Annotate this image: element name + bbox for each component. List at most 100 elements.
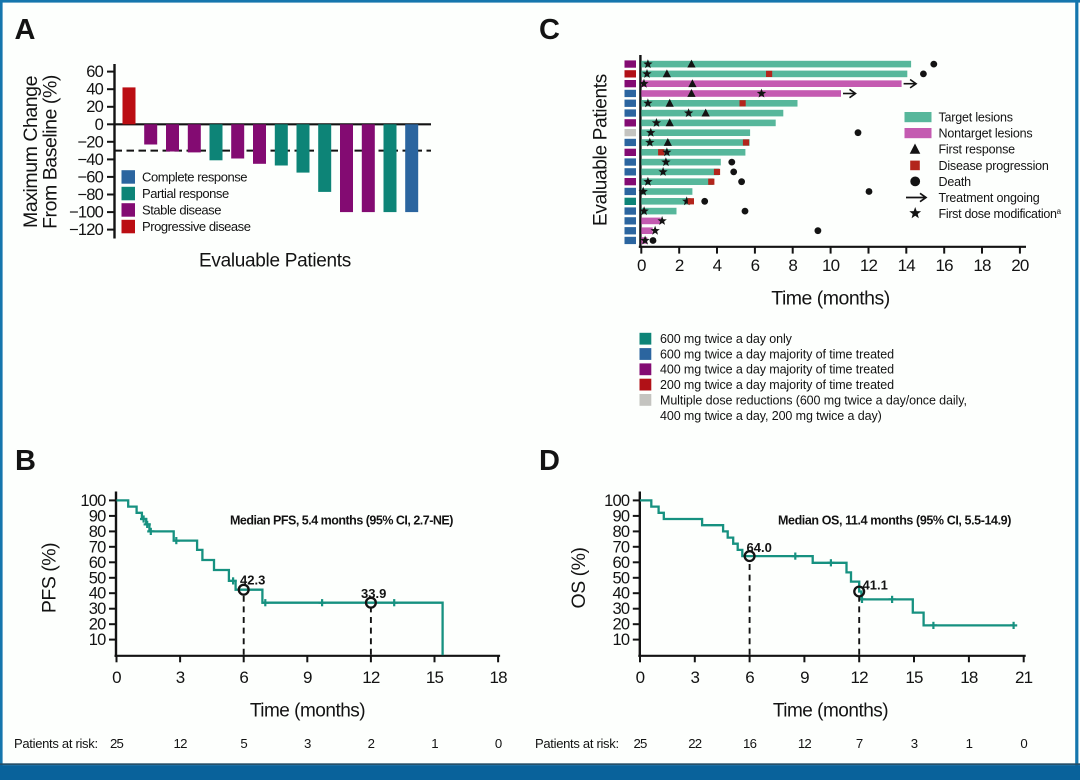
svg-text:Complete response: Complete response: [142, 170, 247, 185]
svg-text:16: 16: [936, 256, 954, 275]
svg-text:50: 50: [89, 569, 106, 587]
svg-text:100: 100: [80, 492, 106, 510]
svg-text:12: 12: [362, 668, 380, 687]
svg-text:−80: −80: [77, 186, 103, 204]
svg-text:60: 60: [86, 63, 103, 81]
svg-text:0: 0: [637, 256, 646, 275]
svg-text:33.9: 33.9: [361, 586, 386, 601]
svg-text:100: 100: [604, 492, 630, 510]
svg-text:9: 9: [800, 668, 809, 687]
svg-text:30: 30: [89, 600, 106, 618]
svg-text:0: 0: [1020, 736, 1027, 751]
svg-text:18: 18: [960, 668, 978, 687]
svg-text:6: 6: [745, 668, 754, 687]
svg-text:10: 10: [89, 631, 106, 649]
svg-text:3: 3: [176, 668, 185, 687]
svg-text:30: 30: [613, 600, 630, 618]
svg-text:20: 20: [86, 98, 103, 116]
svg-text:60: 60: [89, 554, 106, 572]
svg-text:80: 80: [89, 523, 106, 541]
svg-text:0: 0: [95, 116, 104, 134]
svg-text:25: 25: [633, 736, 647, 751]
svg-text:2: 2: [368, 736, 375, 751]
svg-text:Target lesions: Target lesions: [939, 111, 1013, 125]
svg-text:−20: −20: [77, 133, 103, 151]
svg-text:12: 12: [851, 668, 869, 687]
svg-text:400 mg twice a day majority of: 400 mg twice a day majority of time trea…: [660, 363, 894, 377]
svg-text:Disease progression: Disease progression: [939, 159, 1049, 173]
svg-text:Death: Death: [939, 175, 972, 189]
svg-text:0: 0: [636, 668, 645, 687]
svg-text:21: 21: [1015, 668, 1033, 687]
svg-text:Treatment ongoing: Treatment ongoing: [939, 191, 1040, 205]
svg-text:−60: −60: [77, 168, 103, 186]
svg-text:−120: −120: [69, 221, 104, 239]
svg-text:600 mg twice a day majority of: 600 mg twice a day majority of time trea…: [660, 347, 894, 361]
svg-text:4: 4: [713, 256, 722, 275]
svg-text:1: 1: [431, 736, 438, 751]
svg-text:20: 20: [89, 616, 106, 634]
svg-text:7: 7: [856, 736, 863, 751]
svg-text:400 mg twice a day, 200 mg twi: 400 mg twice a day, 200 mg twice a day): [660, 409, 882, 423]
svg-text:2: 2: [675, 256, 684, 275]
svg-text:A: A: [15, 14, 36, 46]
svg-text:3: 3: [304, 736, 311, 751]
svg-text:16: 16: [743, 736, 757, 751]
svg-text:First response: First response: [939, 143, 1016, 157]
svg-text:40: 40: [613, 585, 630, 603]
svg-text:−100: −100: [69, 204, 104, 222]
svg-text:9: 9: [303, 668, 312, 687]
svg-text:14: 14: [898, 256, 916, 275]
svg-text:Evaluable Patients: Evaluable Patients: [591, 74, 612, 226]
svg-text:70: 70: [613, 538, 630, 556]
svg-text:70: 70: [89, 538, 106, 556]
svg-text:20: 20: [613, 616, 630, 634]
svg-text:Progressive disease: Progressive disease: [142, 219, 251, 234]
svg-text:42.3: 42.3: [240, 573, 265, 588]
svg-text:OS (%): OS (%): [568, 548, 590, 609]
svg-text:−40: −40: [77, 151, 103, 169]
svg-text:5: 5: [240, 736, 247, 751]
svg-text:10: 10: [822, 256, 840, 275]
svg-text:20: 20: [1011, 256, 1029, 275]
svg-text:64.0: 64.0: [747, 540, 772, 555]
svg-text:Partial response: Partial response: [142, 186, 229, 201]
svg-text:Median OS, 11.4 months (95% CI: Median OS, 11.4 months (95% CI, 5.5-14.9…: [778, 514, 1011, 528]
svg-text:Time (months): Time (months): [250, 701, 365, 722]
svg-text:0: 0: [112, 668, 121, 687]
svg-text:15: 15: [426, 668, 444, 687]
svg-text:60: 60: [613, 554, 630, 572]
svg-text:15: 15: [905, 668, 923, 687]
svg-text:C: C: [539, 14, 560, 46]
svg-text:First dose modificationa: First dose modificationa: [939, 207, 1062, 221]
svg-text:Patients at risk:: Patients at risk:: [535, 736, 619, 751]
svg-text:Multiple dose reductions (600: Multiple dose reductions (600 mg twice a…: [660, 393, 967, 407]
svg-text:40: 40: [86, 81, 103, 99]
svg-text:22: 22: [688, 736, 702, 751]
svg-text:Time (months): Time (months): [773, 701, 888, 722]
svg-text:12: 12: [174, 736, 188, 751]
svg-text:6: 6: [751, 256, 760, 275]
svg-text:3: 3: [690, 668, 699, 687]
svg-text:18: 18: [489, 668, 507, 687]
svg-text:PFS (%): PFS (%): [39, 543, 61, 613]
svg-text:600 mg twice a day only: 600 mg twice a day only: [660, 332, 793, 346]
svg-text:90: 90: [89, 507, 106, 525]
svg-text:Median PFS, 5.4 months (95% CI: Median PFS, 5.4 months (95% CI, 2.7-NE): [230, 514, 453, 528]
svg-text:1: 1: [966, 736, 973, 751]
svg-text:Nontarget lesions: Nontarget lesions: [939, 127, 1033, 141]
svg-text:Evaluable Patients: Evaluable Patients: [199, 251, 351, 272]
svg-text:12: 12: [860, 256, 878, 275]
svg-text:Time (months): Time (months): [771, 288, 889, 310]
svg-text:25: 25: [110, 736, 124, 751]
svg-text:Stable disease: Stable disease: [142, 203, 221, 218]
svg-text:From Baseline (%): From Baseline (%): [40, 75, 62, 229]
svg-text:B: B: [15, 445, 36, 477]
svg-text:Patients at risk:: Patients at risk:: [14, 736, 98, 751]
svg-text:90: 90: [613, 507, 630, 525]
svg-text:8: 8: [788, 256, 797, 275]
svg-text:18: 18: [973, 256, 991, 275]
svg-text:40: 40: [89, 585, 106, 603]
svg-text:50: 50: [613, 569, 630, 587]
svg-text:41.1: 41.1: [863, 578, 888, 593]
